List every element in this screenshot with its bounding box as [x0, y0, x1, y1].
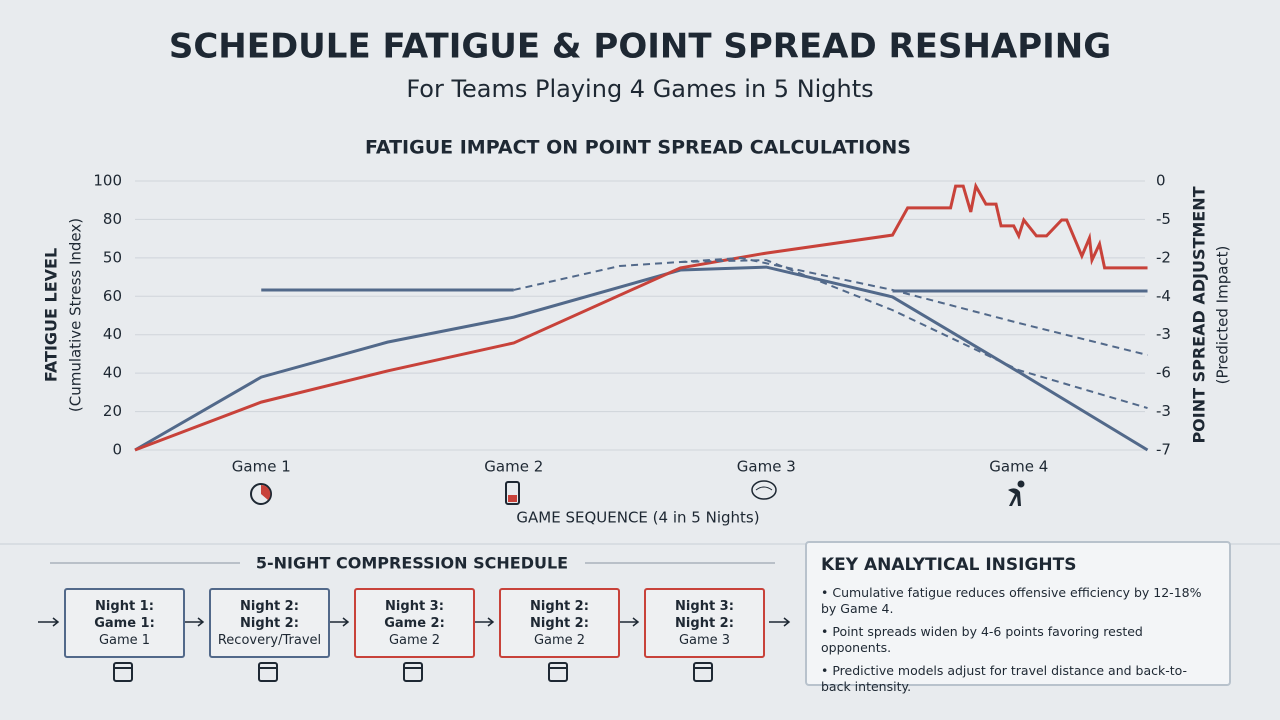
schedule-box: Night 3: Game 2: Game 2: [354, 588, 475, 658]
projection-line: [680, 259, 1148, 409]
arrow: [473, 617, 495, 627]
x-axis-label: GAME SEQUENCE (4 in 5 Nights): [516, 509, 759, 527]
y2-tick-label: -4: [1156, 287, 1171, 305]
y2-tick-label: -5: [1156, 210, 1171, 228]
icon-tired-person: [1008, 480, 1025, 506]
y2-tick-label: -3: [1156, 402, 1171, 420]
insights-panel: KEY ANALYTICAL INSIGHTS • Cumulative fat…: [805, 541, 1231, 694]
series-line: [134, 181, 1148, 452]
schedule-line: Night 1:: [95, 598, 154, 614]
y2-axis-label: POINT SPREAD ADJUSTMENT: [1190, 186, 1209, 443]
schedule-line: Night 2:: [530, 598, 589, 614]
y-tick-label: 50: [103, 248, 122, 266]
y2-tick-label: -3: [1156, 325, 1171, 343]
calendar-icon: [548, 662, 568, 682]
series-line: [261, 288, 1148, 293]
insight: • Predictive models adjust for travel di…: [821, 663, 1188, 694]
icon-battery: [505, 481, 520, 505]
y2-tick-label: -2: [1156, 248, 1171, 266]
calendar-icon: [113, 662, 133, 682]
y2-tick-label: 0: [1156, 172, 1166, 190]
x-tick-label: Game 1: [232, 458, 291, 476]
y-tick-label: 40: [103, 325, 122, 343]
insights-title: KEY ANALYTICAL INSIGHTS: [821, 555, 1077, 575]
y-axis-label: FATIGUE LEVEL: [42, 248, 61, 382]
insight: • Cumulative fatigue reduces offensive e…: [821, 585, 1202, 616]
arrow: [618, 617, 640, 627]
x-tick-label: Game 4: [989, 458, 1048, 476]
x-tick-label: Game 2: [484, 458, 543, 476]
calendar-icon: [258, 662, 278, 682]
schedule-line: Game 3: [678, 632, 731, 648]
schedule-line: Game 1:: [94, 615, 155, 631]
x-tick-label: Game 3: [737, 458, 796, 476]
y-tick-label: 40: [103, 364, 122, 382]
y-tick-label: 60: [103, 287, 122, 305]
subtitle: For Teams Playing 4 Games in 5 Nights: [406, 75, 873, 103]
schedule-line: Night 2:: [675, 615, 734, 631]
schedule-line: Night 3:: [385, 598, 444, 614]
arrow: [183, 617, 205, 627]
y-tick-label: 0: [112, 441, 122, 459]
arrow: [38, 617, 60, 627]
y-tick-label: 80: [103, 210, 122, 228]
schedule-line: Game 2: [533, 632, 586, 648]
title: SCHEDULE FATIGUE & POINT SPREAD RESHAPIN…: [169, 27, 1111, 67]
icon-stopwatch: [250, 483, 272, 505]
series-line: [134, 265, 1149, 452]
projection-line: [513, 256, 1148, 357]
arrow: [328, 617, 350, 627]
schedule-box: Night 3: Night 2: Game 3: [644, 588, 765, 658]
schedule-title: 5-NIGHT COMPRESSION SCHEDULE: [256, 554, 568, 573]
schedule-box: Night 2: Night 2: Recovery/Travel: [209, 588, 330, 658]
y-tick-label: 100: [93, 172, 122, 190]
schedule-line: Night 2:: [530, 615, 589, 631]
y-tick-label: 20: [103, 402, 122, 420]
schedule-line: Game 2: [388, 632, 441, 648]
calendar-icon: [403, 662, 423, 682]
insight: • Point spreads widen by 4-6 points favo…: [821, 624, 1143, 655]
chart-title: FATIGUE IMPACT ON POINT SPREAD CALCULATI…: [365, 137, 911, 159]
schedule-line: Night 2:: [240, 615, 299, 631]
schedule-line: Recovery/Travel: [217, 632, 322, 648]
schedule-line: Game 2:: [384, 615, 445, 631]
y2-tick-label: -6: [1156, 364, 1171, 382]
y2-tick-label: -7: [1156, 441, 1171, 459]
schedule-line: Night 3:: [675, 598, 734, 614]
schedule-line: Night 2:: [240, 598, 299, 614]
y2-axis-sublabel: (Predicted Impact): [1214, 246, 1232, 385]
y-axis-sublabel: (Cumulative Stress Index): [67, 218, 85, 412]
schedule-box: Night 2: Night 2: Game 2: [499, 588, 620, 658]
schedule-box: Night 1: Game 1: Game 1: [64, 588, 185, 658]
schedule-line: Game 1: [98, 632, 151, 648]
arrow: [769, 617, 791, 627]
calendar-icon: [693, 662, 713, 682]
icon-brain: [751, 480, 777, 500]
